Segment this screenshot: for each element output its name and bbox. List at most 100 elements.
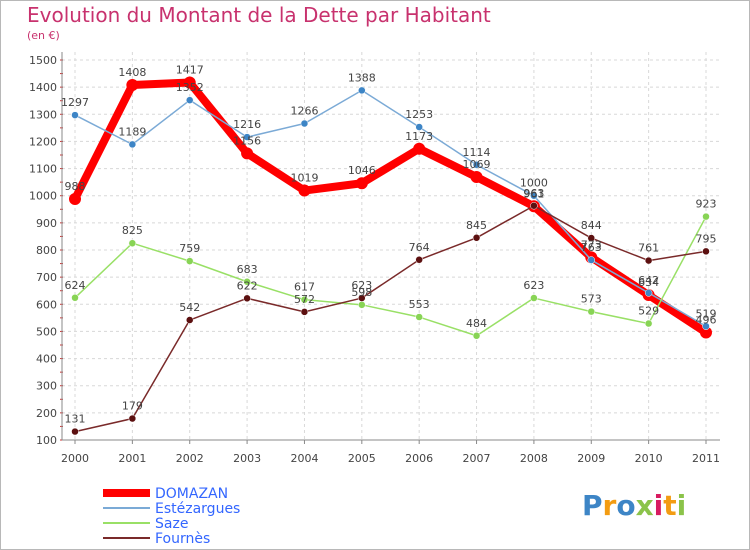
y-tick-label: 1200	[29, 135, 57, 148]
data-label-fournes: 572	[294, 293, 315, 306]
data-label-saze: 598	[351, 286, 372, 299]
data-point-saze	[358, 301, 366, 309]
x-tick-label: 2010	[635, 452, 663, 465]
legend-label: DOMAZAN	[155, 486, 228, 502]
data-label-estezargues: 1297	[61, 96, 89, 109]
data-point-estezargues	[243, 133, 251, 141]
data-point-fournes	[644, 256, 653, 265]
data-label-fournes: 764	[409, 241, 430, 254]
data-point-fournes	[530, 202, 538, 210]
data-point-saze	[587, 307, 596, 316]
logo-letter: o	[616, 489, 636, 522]
data-label-saze: 484	[466, 317, 487, 330]
logo-letter: x	[635, 489, 654, 522]
data-label-domazan: 1408	[118, 66, 146, 79]
series-line-estezargues	[74, 89, 707, 327]
y-tick-label: 100	[36, 434, 57, 447]
data-label-domazan: 1156	[233, 134, 261, 147]
data-point-saze	[644, 319, 653, 328]
series-line-saze	[74, 216, 707, 337]
data-point-saze	[185, 257, 194, 265]
data-label-saze: 573	[581, 293, 602, 306]
data-point-saze	[415, 313, 423, 321]
data-label-domazan: 1019	[290, 172, 318, 185]
data-point-estezargues	[587, 256, 596, 264]
x-tick-label: 2001	[118, 452, 146, 465]
data-point-domazan	[69, 192, 81, 205]
y-tick-label: 400	[36, 353, 57, 366]
data-label-saze: 825	[122, 224, 143, 237]
data-point-domazan	[298, 184, 311, 197]
data-point-estezargues	[415, 123, 423, 131]
data-label-saze: 617	[294, 281, 315, 294]
data-label-estezargues: 519	[696, 307, 717, 320]
data-label-saze: 683	[237, 263, 258, 276]
data-label-saze: 529	[638, 305, 659, 318]
y-tick-label: 500	[36, 325, 57, 338]
y-tick-label: 800	[36, 244, 57, 257]
data-point-saze	[243, 278, 251, 286]
data-point-saze	[300, 295, 309, 304]
x-tick-label: 2009	[577, 452, 605, 465]
data-label-estezargues: 642	[638, 274, 659, 287]
data-point-domazan	[183, 76, 196, 89]
data-label-estezargues: 1352	[176, 81, 204, 94]
data-label-domazan: 988	[65, 180, 86, 193]
data-point-fournes	[702, 247, 710, 256]
x-tick-label: 2000	[61, 452, 89, 465]
data-label-domazan: 1173	[405, 130, 433, 143]
data-label-saze: 759	[179, 242, 200, 255]
data-point-estezargues	[185, 96, 194, 104]
y-tick-label: 600	[36, 298, 57, 311]
data-label-estezargues: 763	[581, 241, 602, 254]
logo-letter: i	[676, 489, 687, 522]
data-point-saze	[71, 294, 79, 302]
data-point-estezargues	[702, 322, 710, 331]
y-tick-label: 1400	[29, 81, 57, 94]
data-point-fournes	[71, 427, 79, 436]
data-label-domazan: 1046	[348, 164, 376, 177]
data-point-domazan	[126, 78, 139, 91]
data-point-estezargues	[472, 161, 481, 169]
data-label-domazan: 1069	[463, 158, 491, 171]
data-point-estezargues	[644, 289, 653, 297]
data-label-domazan: 634	[638, 276, 659, 289]
logo-letter: t	[663, 489, 677, 522]
data-label-estezargues: 1253	[405, 108, 433, 121]
data-label-estezargues: 1216	[233, 118, 261, 131]
data-label-fournes: 542	[179, 301, 200, 314]
data-point-domazan	[413, 142, 426, 155]
data-point-estezargues	[530, 191, 538, 200]
data-label-saze: 553	[409, 298, 430, 311]
data-label-fournes: 844	[581, 219, 602, 232]
logo-letter: r	[602, 489, 617, 522]
data-label-fournes: 131	[65, 413, 86, 426]
data-label-estezargues: 1000	[520, 177, 548, 190]
data-label-saze: 923	[696, 198, 717, 211]
y-tick-label: 700	[36, 271, 57, 284]
data-label-fournes: 963	[523, 187, 544, 200]
x-tick-label: 2003	[233, 452, 261, 465]
data-label-fournes: 761	[638, 242, 659, 255]
data-label-estezargues: 1388	[348, 71, 376, 84]
plot-area	[62, 52, 720, 440]
data-label-fournes: 795	[696, 232, 717, 245]
proxiti-logo: Proxiti	[582, 489, 686, 522]
data-point-fournes	[300, 308, 309, 316]
y-tick-label: 200	[36, 407, 57, 420]
data-point-fournes	[243, 294, 251, 303]
data-point-estezargues	[358, 86, 366, 95]
data-label-fournes: 623	[351, 279, 372, 292]
chart-title: Evolution du Montant de la Dette par Hab…	[27, 3, 491, 27]
x-tick-label: 2007	[463, 452, 491, 465]
data-label-domazan: 773	[581, 238, 602, 251]
y-tick-label: 1500	[29, 54, 57, 67]
x-tick-label: 2004	[290, 452, 318, 465]
x-tick-label: 2008	[520, 452, 548, 465]
logo-letter: i	[653, 489, 664, 522]
y-tick-label: 1100	[29, 163, 57, 176]
data-point-fournes	[415, 256, 423, 264]
data-point-saze	[472, 332, 481, 340]
y-tick-label: 300	[36, 380, 57, 393]
